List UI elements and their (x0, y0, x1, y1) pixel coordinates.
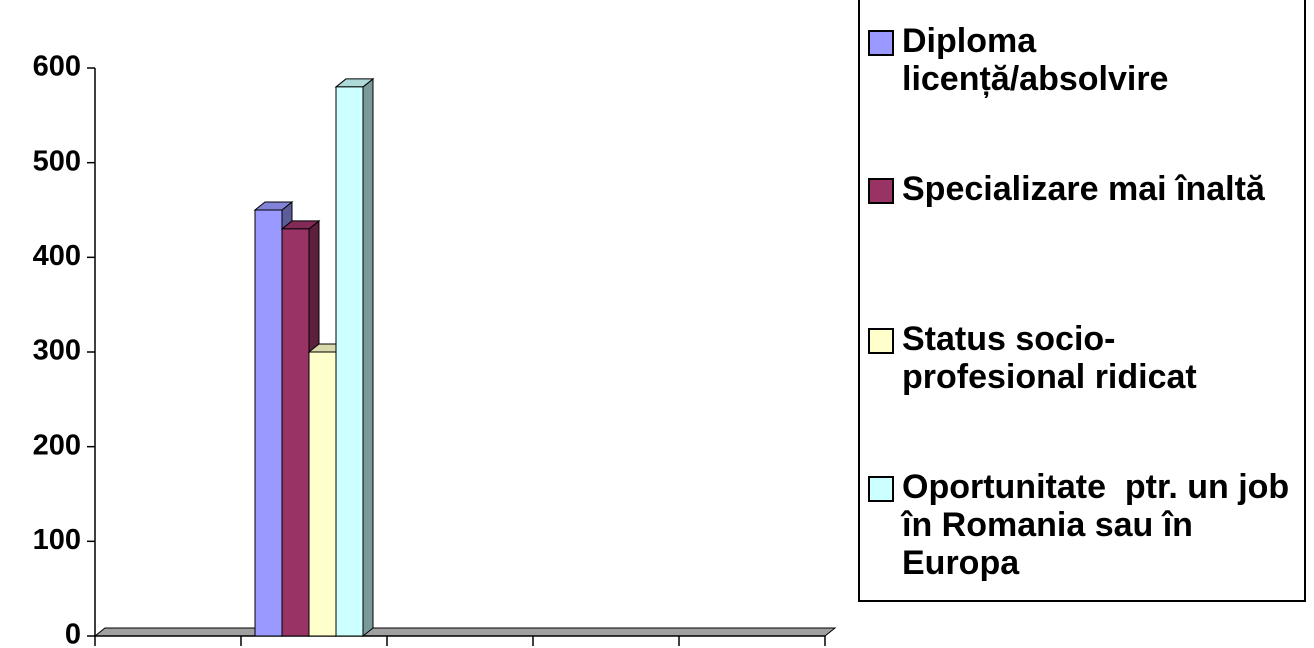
bar-side (362, 77, 374, 638)
y-tick-label: 200 (33, 429, 81, 461)
legend-label: Specializare mai înaltă (902, 170, 1265, 208)
y-tick-label: 0 (65, 619, 81, 648)
legend-entry: Specializare mai înaltă (868, 170, 1298, 208)
legend-label: Oportunitate ptr. un job în Romania sau … (902, 468, 1299, 582)
y-tick-label: 600 (33, 51, 81, 83)
legend-swatch (868, 30, 894, 56)
legend-entry: Diploma licență/absolvire (868, 22, 1298, 98)
legend-swatch (868, 178, 894, 204)
legend-entry: Status socio-profesional ridicat (868, 320, 1298, 396)
y-tick-label: 100 (33, 524, 81, 556)
legend-label: Diploma licență/absolvire (902, 22, 1169, 98)
bar-front (308, 351, 337, 637)
bar (334, 77, 375, 638)
y-tick-label: 300 (33, 335, 81, 367)
y-tick-label: 400 (33, 240, 81, 272)
floor (93, 627, 837, 637)
legend-label: Status socio-profesional ridicat (902, 320, 1197, 396)
y-tick-label: 500 (33, 145, 81, 177)
bar-front (254, 209, 283, 637)
bar-front (281, 228, 310, 637)
legend-entry: Oportunitate ptr. un job în Romania sau … (868, 468, 1298, 582)
legend-swatch (868, 476, 894, 502)
legend: Diploma licență/absolvire Specializare ma… (858, 0, 1306, 602)
legend-swatch (868, 328, 894, 354)
bar-front (335, 86, 364, 637)
